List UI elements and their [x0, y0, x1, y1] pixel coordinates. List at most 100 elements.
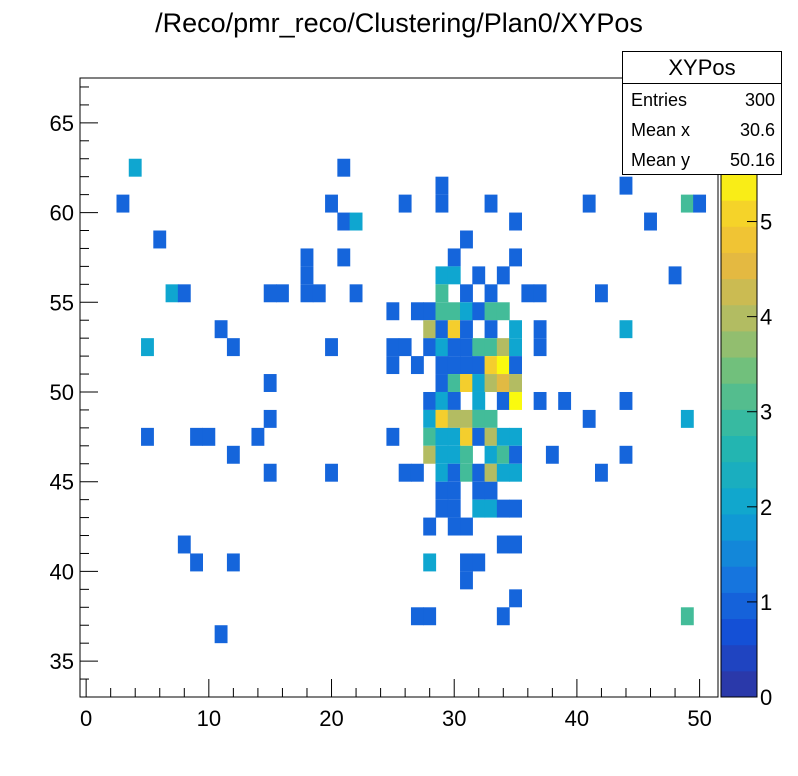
heatmap-cell [496, 535, 510, 554]
heatmap-cell [349, 284, 363, 303]
heatmap-cell [153, 230, 167, 249]
stats-value: 300 [744, 90, 775, 110]
stats-label: Mean x [631, 120, 691, 140]
heatmap-cell [226, 338, 240, 357]
heatmap-cell [484, 320, 498, 339]
heatmap-cell [496, 463, 510, 482]
heatmap-cell [435, 499, 449, 518]
palette-band [721, 461, 757, 489]
y-tick-label: 55 [50, 290, 74, 315]
heatmap-cell [484, 463, 498, 482]
palette-band [721, 566, 757, 593]
stats-label: Mean y [631, 150, 691, 170]
heatmap-cell [509, 499, 522, 518]
heatmap-cell [472, 463, 486, 482]
stats-title: XYPos [623, 52, 781, 84]
stats-row-entries: Entries 300 [631, 85, 775, 115]
z-tick-label: 1 [760, 590, 772, 615]
heatmap-cell [509, 212, 522, 231]
heatmap-cell [496, 427, 510, 446]
heatmap-cell [435, 374, 449, 392]
x-tick-label: 30 [442, 706, 466, 731]
palette-band [721, 357, 757, 384]
heatmap-cell [325, 338, 338, 357]
heatmap-cell [447, 356, 461, 375]
heatmap-cell [312, 284, 326, 303]
heatmap-cell [533, 320, 547, 339]
heatmap-cell [496, 374, 510, 392]
heatmap-cell [423, 302, 437, 321]
heatmap-cell [116, 194, 130, 213]
y-tick-label: 65 [50, 111, 74, 136]
stats-label: Entries [631, 90, 688, 110]
heatmap-cell [484, 194, 498, 213]
heatmap-cell [680, 409, 694, 428]
heatmap-cell [423, 338, 437, 357]
x-tick-label: 20 [319, 706, 343, 731]
palette-band [721, 252, 757, 280]
heatmap-cell [435, 391, 449, 410]
y-tick-label: 35 [50, 649, 74, 674]
heatmap-cell [349, 212, 363, 231]
heatmap-cell [472, 499, 486, 518]
heatmap-cell [263, 284, 277, 303]
palette-band [721, 278, 757, 306]
stats-box[interactable]: XYPos Entries 300 Mean x 30.6 Mean y 50.… [622, 51, 782, 175]
heatmap-cell [386, 338, 400, 357]
heatmap-cell [595, 284, 608, 303]
stats-row-mean-y: Mean y 50.16 [631, 145, 775, 175]
heatmap-cell [423, 320, 437, 339]
heatmap-cell [423, 553, 437, 572]
y-tick-label: 60 [50, 201, 74, 226]
heatmap-cell [460, 320, 473, 339]
heatmap-cell [435, 302, 449, 321]
heatmap-cell [263, 463, 277, 482]
heatmap-cell [484, 356, 498, 375]
heatmap-cell [509, 374, 522, 392]
heatmap-cell [619, 445, 633, 464]
heatmap-cell [460, 553, 473, 572]
z-tick-label: 4 [760, 305, 772, 330]
heatmap-cell [484, 374, 498, 392]
x-tick-label: 40 [565, 706, 589, 731]
heatmap-cell [447, 517, 461, 536]
heatmap-cell [521, 284, 535, 303]
heatmap-cell [460, 356, 473, 375]
heatmap-cell [177, 535, 191, 554]
heatmap-cell [214, 320, 228, 339]
stats-value: 50.16 [729, 150, 775, 170]
heatmap-cell [386, 427, 400, 446]
heatmap-cell [165, 284, 179, 303]
palette-band [721, 618, 757, 646]
heatmap-cell [509, 589, 522, 608]
palette-band [721, 226, 757, 253]
heatmap-cell [337, 212, 351, 231]
heatmap-cell [496, 356, 510, 375]
heatmap-cell [460, 284, 473, 303]
heatmap-cell [325, 463, 338, 482]
heatmap-cell [435, 194, 449, 213]
heatmap-cell [595, 463, 608, 482]
heatmap-cell [410, 607, 424, 626]
heatmap-cell [545, 445, 559, 464]
heatmap-cell [484, 499, 498, 518]
stats-row-mean-x: Mean x 30.6 [631, 115, 775, 145]
heatmap-cell [447, 427, 461, 446]
heatmap-cell [472, 409, 486, 428]
heatmap-cell [276, 284, 289, 303]
x-tick-label: 10 [197, 706, 221, 731]
palette-band [721, 513, 757, 541]
heatmap-cell [177, 284, 191, 303]
heatmap-cell [460, 445, 473, 464]
heatmap-cell [447, 374, 461, 392]
heatmap-cell [435, 409, 449, 428]
heatmap-cell [509, 320, 522, 339]
heatmap-cell [447, 499, 461, 518]
heatmap-cell [447, 391, 461, 410]
stats-value: 30.6 [739, 120, 775, 140]
heatmap-cell [619, 320, 633, 339]
heatmap-cell [300, 266, 314, 285]
heatmap-cell [251, 427, 265, 446]
heatmap-cell [423, 409, 437, 428]
heatmap-cell [496, 391, 510, 410]
